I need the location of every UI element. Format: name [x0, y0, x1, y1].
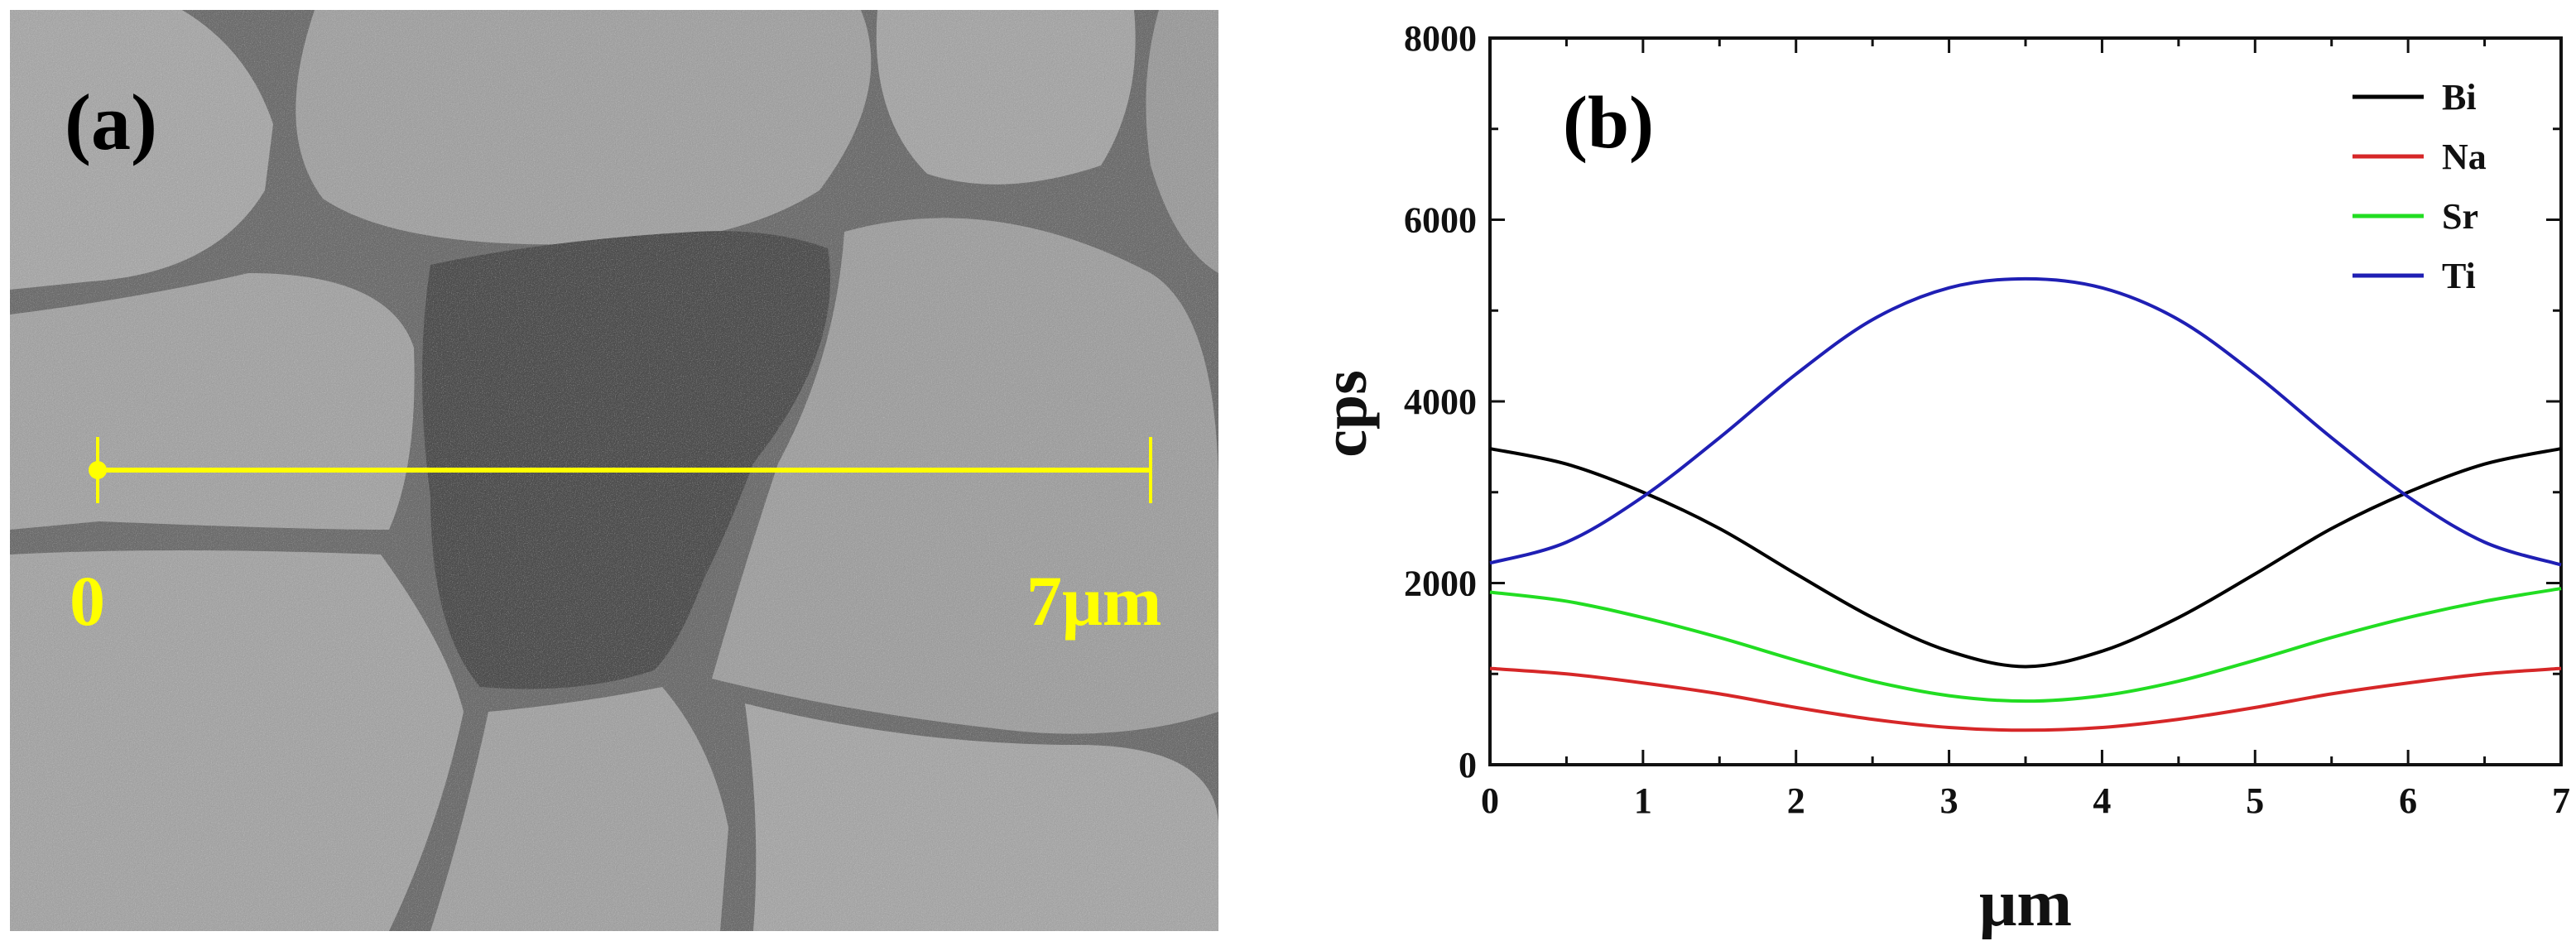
legend-label-bi: Bi: [2442, 77, 2477, 118]
y-tick-label: 4000: [1404, 382, 1477, 422]
grain-shape: [10, 550, 464, 931]
legend-label-na: Na: [2442, 137, 2487, 177]
grain-shape: [745, 703, 1218, 931]
legend: Bi Na Sr Ti: [2353, 77, 2487, 296]
y-tick-label: 2000: [1404, 564, 1477, 604]
tick-labels: 0 1 2 3 4 5 6 7 0 2000 4000 6000 8000: [1404, 18, 2570, 821]
grain-shape: [296, 10, 872, 245]
line-profile-chart: 0 1 2 3 4 5 6 7 0 2000 4000 6000 8000 Bi Na Sr Ti (b) c…: [1310, 18, 2570, 940]
y-tick-label: 0: [1459, 745, 1477, 785]
panel-b-label: (b): [1563, 82, 1654, 164]
x-tick-label: 6: [2399, 780, 2417, 821]
y-tick-label: 6000: [1404, 200, 1477, 241]
y-tick-label: 8000: [1404, 18, 1477, 59]
y-axis-title: cps: [1310, 370, 1380, 458]
x-tick-label: 4: [2093, 780, 2111, 821]
sem-micrograph: 0 7μm (a): [10, 10, 1218, 931]
x-tick-label: 7: [2552, 780, 2570, 821]
grain-shape: [1146, 10, 1218, 273]
grain-shape: [422, 231, 831, 689]
grain-shape: [430, 687, 728, 931]
series-line-ti: [1489, 276, 2562, 567]
axis-ticks: [1488, 36, 2563, 766]
scale-start-marker: [89, 461, 107, 479]
scale-end-label: 7μm: [1026, 561, 1161, 641]
legend-label-ti: Ti: [2442, 256, 2476, 296]
x-tick-label: 0: [1481, 780, 1499, 821]
x-tick-label: 2: [1787, 780, 1805, 821]
x-tick-label: 5: [2246, 780, 2264, 821]
grain-shape: [876, 10, 1136, 185]
legend-label-sr: Sr: [2442, 196, 2478, 237]
series-line-bi: [1489, 447, 2562, 669]
series-line-na: [1489, 666, 2562, 732]
grain-shape: [10, 10, 273, 290]
series-line-sr: [1489, 587, 2562, 703]
grain-shape: [712, 218, 1218, 734]
series-lines: [1489, 276, 2562, 732]
x-axis-title: μm: [1979, 867, 2072, 940]
grain-shape: [10, 273, 415, 530]
x-tick-label: 3: [1940, 780, 1958, 821]
panel-a-label: (a): [65, 78, 157, 166]
x-tick-label: 1: [1634, 780, 1652, 821]
scale-start-label: 0: [70, 561, 105, 641]
